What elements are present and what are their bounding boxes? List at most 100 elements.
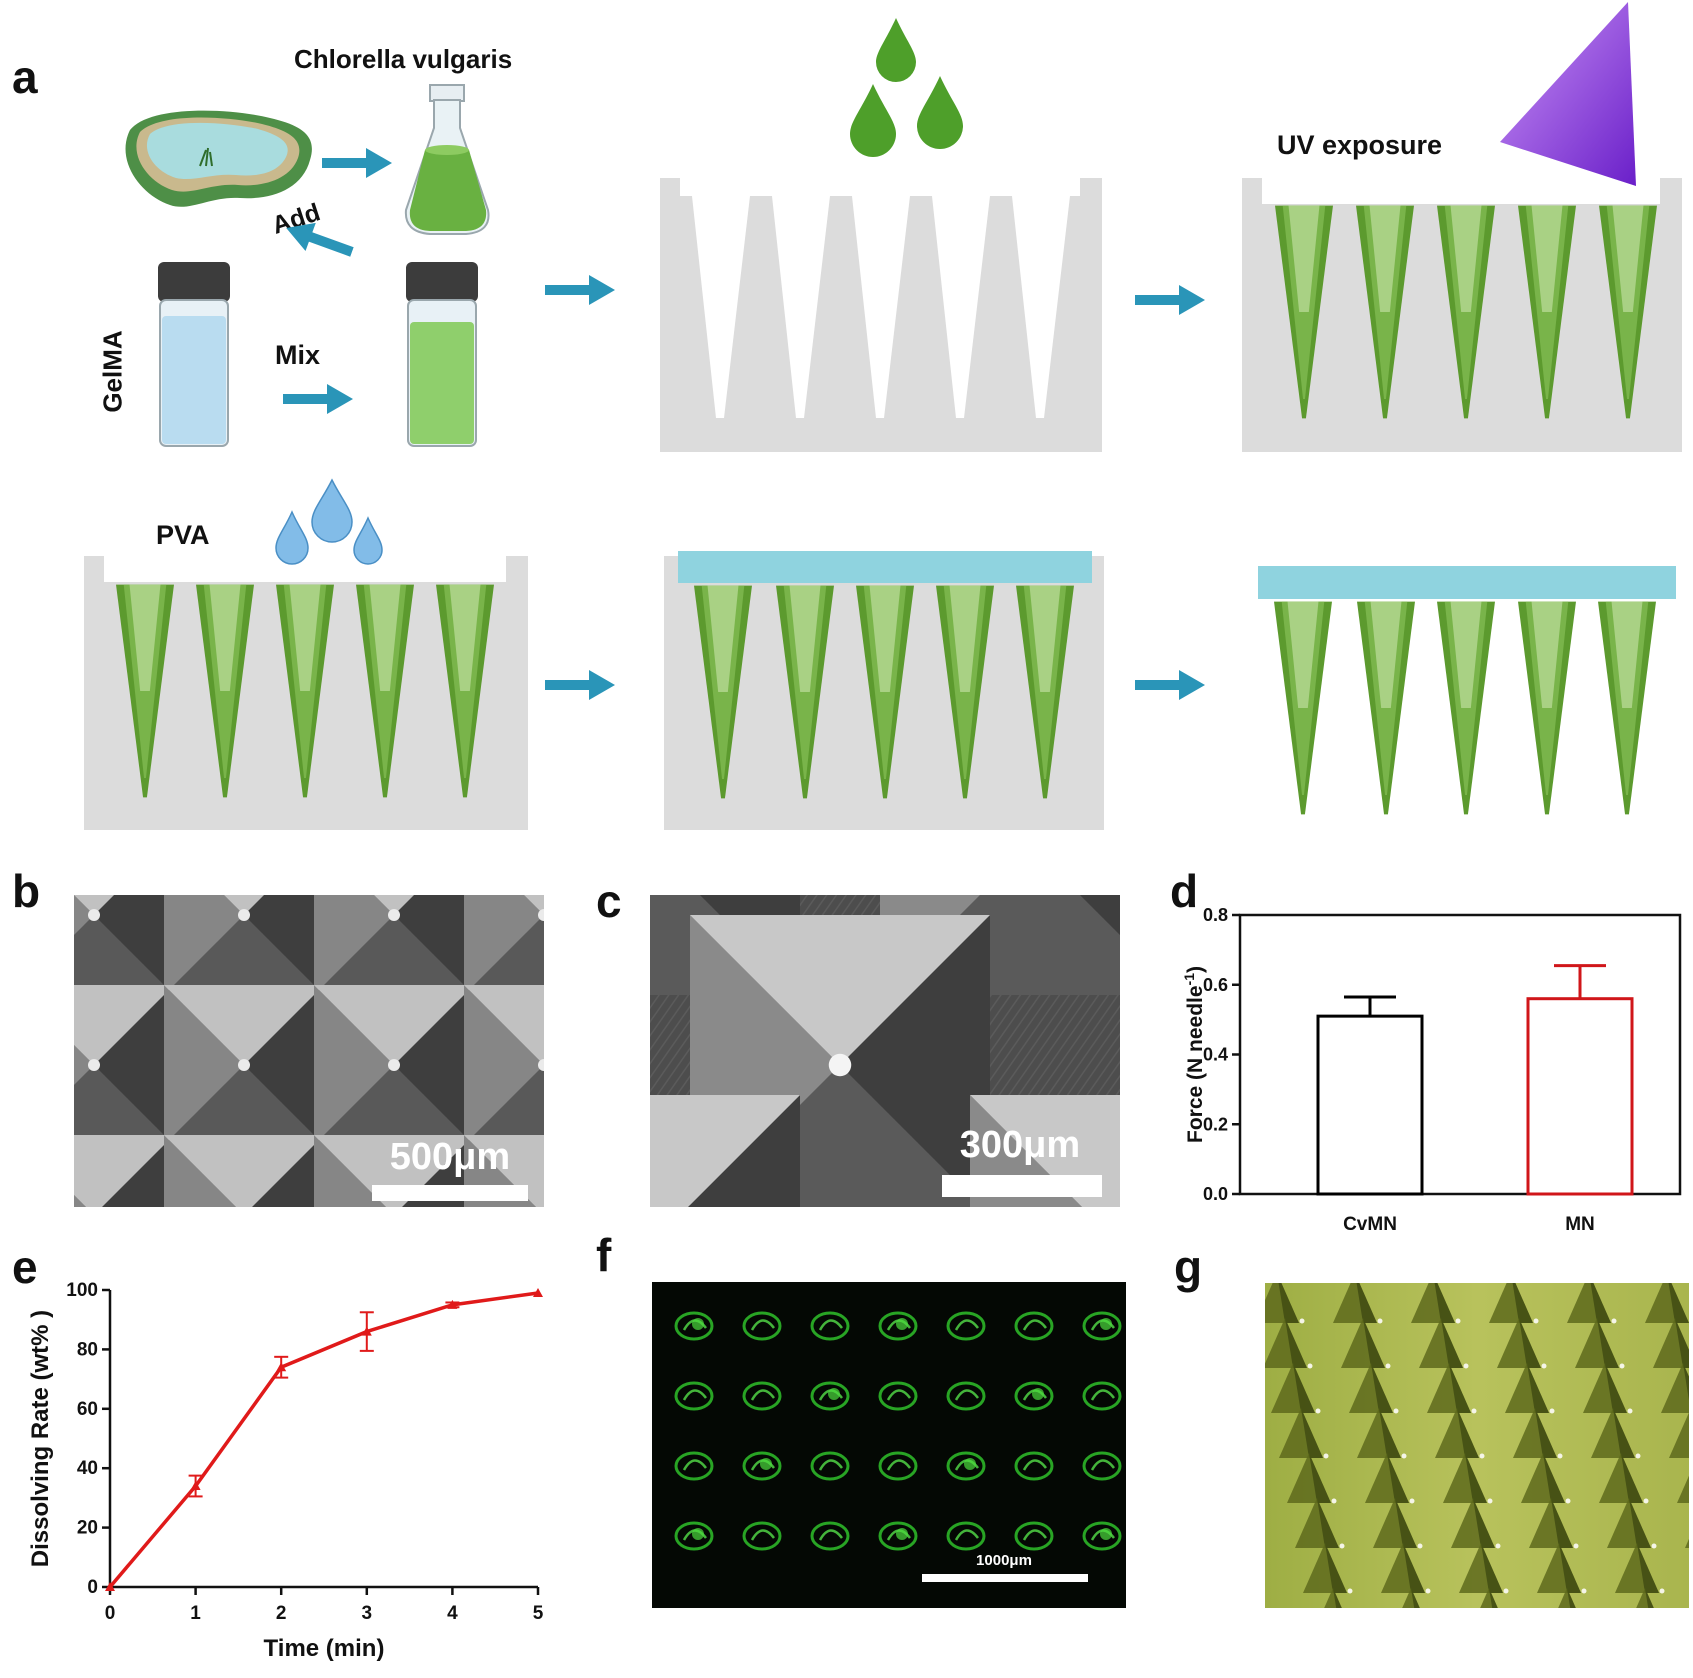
needle-shadow: [1279, 1408, 1329, 1459]
needle-shadow: [1411, 1283, 1461, 1324]
chlorella-vial-icon: [406, 262, 478, 447]
arrow-icon: [322, 148, 392, 178]
pond-icon: [125, 110, 312, 207]
needle-shadow: [1349, 1363, 1399, 1414]
mix-arrow-icon: [283, 384, 353, 414]
y-tick-label: 0.2: [1203, 1114, 1228, 1134]
panel-label-c: c: [596, 875, 622, 927]
y-tick-label: 100: [66, 1280, 98, 1301]
sem-image-b: 500μm: [74, 895, 544, 1207]
needle-shadow: [1615, 1543, 1665, 1594]
uv-light-icon: [1500, 2, 1636, 186]
panel-label-g: g: [1174, 1241, 1203, 1293]
y-axis-label: Force (N needle-1): [1181, 966, 1207, 1143]
x-tick-label: CvMN: [1343, 1214, 1397, 1235]
arrow-icon: [1135, 670, 1205, 700]
fluorescent-needle-spot: [946, 1381, 986, 1411]
needle-shadow: [1365, 1453, 1415, 1504]
needle-shadow: [1489, 1283, 1539, 1324]
needle-shadow: [1661, 1363, 1689, 1413]
data-point: [105, 1582, 115, 1591]
arrow-icon: [1135, 285, 1205, 315]
needle-shadow: [1443, 1453, 1493, 1504]
needle-shadow: [1497, 1318, 1547, 1369]
y-tick-label: 0: [87, 1577, 98, 1598]
arrow-icon: [545, 670, 615, 700]
mix-label: Mix: [275, 340, 321, 370]
panel-label-d: d: [1170, 865, 1199, 917]
data-point: [361, 1326, 372, 1336]
fluorescent-needle-spot: [810, 1311, 850, 1341]
y-tick-label: 60: [77, 1399, 98, 1420]
needle-shadow: [1513, 1408, 1563, 1459]
needle-mold-pva-icon: [84, 556, 528, 830]
uv-exposure-label: UV exposure: [1277, 130, 1443, 160]
needle-shadow: [1599, 1453, 1649, 1504]
needle-shadow: [1591, 1408, 1641, 1459]
fluorescent-needle-spot: [742, 1451, 782, 1481]
fluorescent-needle-spot: [946, 1451, 986, 1481]
fluorescent-needle-spot: [1082, 1311, 1122, 1341]
fluorescent-needle-spot: [1082, 1521, 1122, 1551]
x-tick-label: 3: [362, 1603, 373, 1624]
needle-shadow: [1341, 1318, 1391, 1369]
x-tick-label: 5: [533, 1603, 544, 1624]
needle-shadow: [1575, 1318, 1625, 1369]
needle-shadow: [1451, 1498, 1501, 1549]
gelma-vial-icon: [158, 262, 230, 447]
y-tick-label: 40: [77, 1458, 98, 1479]
data-point: [276, 1362, 287, 1372]
fluorescence-image-f: 1000μm: [652, 1282, 1126, 1608]
panel-label-b: b: [12, 865, 41, 917]
scale-bar: [372, 1185, 528, 1201]
pva-label: PVA: [156, 520, 210, 550]
needle-shadow: [1607, 1498, 1657, 1549]
scale-bar-label: 300μm: [960, 1124, 1080, 1166]
empty-mold-icon: [660, 178, 1102, 452]
y-axis-label: Dissolving Rate (wt% ): [27, 1310, 54, 1567]
data-point: [447, 1299, 458, 1309]
fluorescent-needle-spot: [878, 1521, 918, 1551]
microneedle-photo-g: [1265, 1283, 1689, 1608]
y-tick-label: 0.4: [1203, 1045, 1228, 1065]
fluorescent-needle-spot: [1014, 1451, 1054, 1481]
fluorescent-needle-spot: [878, 1451, 918, 1481]
needle-shadow: [1303, 1543, 1353, 1594]
y-tick-label: 0.8: [1203, 905, 1228, 925]
panel-label-e: e: [12, 1241, 38, 1293]
fluorescent-needle-spot: [674, 1451, 714, 1481]
fluorescent-needle-spot: [878, 1311, 918, 1341]
needle-shadow: [1427, 1363, 1477, 1414]
plot-frame: [1238, 913, 1682, 1196]
data-point: [533, 1287, 543, 1297]
needle-shadow: [1373, 1498, 1423, 1549]
pva-droplets-icon: [275, 478, 383, 565]
microneedle-array-icon: [1258, 566, 1676, 815]
scale-bar: [922, 1574, 1088, 1582]
schematic-panel-a: [84, 2, 1682, 830]
needle-shadow: [1271, 1363, 1321, 1414]
mold-with-backing-icon: [664, 551, 1104, 830]
needle-shadow: [1295, 1498, 1345, 1549]
needle-shadow: [1287, 1453, 1337, 1504]
y-tick-label: 0.6: [1203, 975, 1228, 995]
fluorescent-needle-spot: [878, 1381, 918, 1411]
fluorescent-needle-spot: [946, 1521, 986, 1551]
fluorescent-needle-spot: [1014, 1521, 1054, 1551]
fluorescent-needle-spot: [674, 1521, 714, 1551]
x-axis-label: Time (min): [264, 1635, 385, 1662]
fluorescent-needle-spot: [1082, 1451, 1122, 1481]
fluorescent-needle-spot: [1082, 1381, 1122, 1411]
force-bar-chart: 0.0 0.2 0.4 0.6 0.8 Force (N needle-1) CvMN MN: [1181, 905, 1682, 1235]
needle-shadow: [1435, 1408, 1485, 1459]
needle-shadow: [1645, 1283, 1689, 1323]
needle-shadow: [1537, 1543, 1587, 1594]
filled-mold-icon: [1242, 178, 1682, 452]
fluorescent-needle-spot: [742, 1381, 782, 1411]
bar-cvmn: [1316, 1014, 1424, 1196]
x-tick-label: 4: [447, 1603, 458, 1624]
fluorescent-needle-spot: [1014, 1381, 1054, 1411]
fluorescent-needle-spot: [946, 1311, 986, 1341]
x-tick-label: 0: [105, 1603, 116, 1624]
needle-shadow: [1653, 1318, 1689, 1368]
